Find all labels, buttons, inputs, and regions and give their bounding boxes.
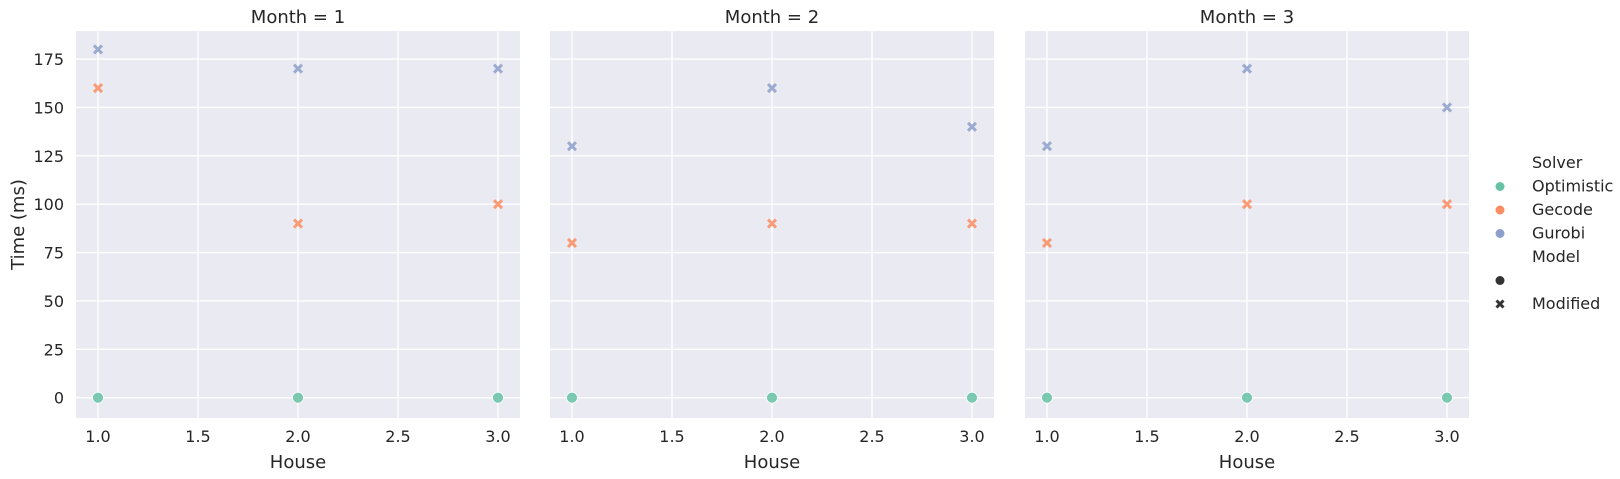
point-optimistic	[1041, 391, 1053, 404]
point-gurobi-stroke-b	[492, 63, 504, 74]
point-gecode-stroke-b	[92, 83, 104, 94]
legend-label-optimistic: Optimistic	[1532, 177, 1613, 196]
point-gurobi	[292, 63, 304, 74]
point-gecode	[1441, 199, 1453, 210]
y-tick-label: 0	[54, 389, 64, 408]
point-gecode-stroke-b	[966, 218, 978, 229]
legend-marker-gecode	[1495, 205, 1505, 215]
point-gecode-stroke-b	[1041, 237, 1053, 248]
point-gurobi	[1441, 102, 1453, 113]
x-tick-label: 1.0	[559, 427, 584, 446]
point-optimistic	[1241, 391, 1253, 404]
point-gecode-stroke-b	[292, 218, 304, 229]
x-tick-label: 2.5	[859, 427, 884, 446]
x-tick-label: 1.5	[1134, 427, 1159, 446]
facet-title: Month = 1	[251, 7, 345, 28]
point-gecode	[966, 218, 978, 229]
y-tick-label: 75	[44, 244, 64, 263]
y-tick-label: 175	[33, 50, 64, 69]
point-gecode-stroke-b	[1441, 199, 1453, 210]
point-gurobi	[766, 83, 778, 94]
x-axis-label: House	[1219, 452, 1275, 473]
legend: Solver Optimistic Gecode Gurobi Model Modifie…	[1495, 153, 1613, 313]
point-gecode-stroke-b	[566, 237, 578, 248]
point-optimistic	[766, 391, 778, 404]
x-tick-label: 1.0	[1034, 427, 1059, 446]
legend-marker-optimistic	[1495, 182, 1505, 191]
x-tick-label: 1.5	[185, 427, 210, 446]
y-tick-label: 150	[33, 98, 64, 117]
point-optimistic	[292, 391, 304, 404]
point-gecode	[92, 83, 104, 94]
x-tick-label: 3.0	[959, 427, 984, 446]
point-optimistic	[1441, 391, 1453, 404]
point-gecode-stroke-b	[1241, 199, 1253, 210]
point-gecode	[566, 237, 578, 248]
legend-title-solver: Solver	[1532, 153, 1583, 172]
legend-label-gurobi: Gurobi	[1532, 224, 1585, 243]
point-gurobi-stroke-b	[292, 63, 304, 74]
point-gurobi-stroke-b	[966, 121, 978, 132]
point-gurobi-stroke-b	[1041, 141, 1053, 152]
facet-title: Month = 2	[725, 7, 819, 28]
facet-month-2: 1.0 1.5 2.0 2.5 3.0 House Month = 2	[550, 7, 994, 473]
facet-title: Month = 3	[1200, 7, 1294, 28]
point-gecode-stroke-b	[766, 218, 778, 229]
legend-marker-circle	[1495, 276, 1505, 285]
point-gurobi-stroke-b	[566, 141, 578, 152]
point-gurobi	[566, 141, 578, 152]
point-gurobi	[1241, 63, 1253, 74]
facet-month-3: 1.0 1.5 2.0 2.5 3.0 House Month = 3	[1025, 7, 1469, 473]
x-axis-label: House	[270, 452, 326, 473]
point-gurobi-stroke-b	[1241, 63, 1253, 74]
x-tick-label: 2.0	[759, 427, 784, 446]
point-gecode	[1241, 199, 1253, 210]
y-tick-label: 100	[33, 195, 64, 214]
x-tick-label: 2.5	[1334, 427, 1359, 446]
x-tick-label: 2.5	[385, 427, 410, 446]
point-gurobi	[966, 121, 978, 132]
x-tick-label: 3.0	[1434, 427, 1459, 446]
point-gecode	[292, 218, 304, 229]
point-gurobi	[1041, 141, 1053, 152]
point-gecode	[492, 199, 504, 210]
legend-title-model: Model	[1532, 247, 1580, 266]
x-tick-label: 3.0	[485, 427, 510, 446]
point-gurobi-stroke-b	[92, 44, 104, 55]
point-gecode	[766, 218, 778, 229]
point-gurobi	[492, 63, 504, 74]
point-gecode-stroke-b	[492, 199, 504, 210]
legend-marker-x	[1495, 299, 1505, 309]
x-tick-label: 1.5	[659, 427, 684, 446]
point-optimistic	[566, 391, 578, 404]
point-optimistic	[92, 391, 104, 404]
point-gurobi	[92, 44, 104, 55]
x-tick-label: 2.0	[285, 427, 310, 446]
facet-month-1: 1.0 1.5 2.0 2.5 3.0 0 25 50 75 100 125 150 175 Time (…	[8, 7, 520, 473]
legend-marker-x-stroke-b	[1495, 299, 1505, 309]
y-axis-label: Time (ms)	[8, 179, 29, 271]
x-tick-label: 1.0	[85, 427, 110, 446]
x-tick-label: 2.0	[1234, 427, 1259, 446]
y-tick-label: 50	[44, 292, 64, 311]
legend-label-modified: Modified	[1532, 294, 1600, 313]
y-tick-label: 125	[33, 147, 64, 166]
x-axis-label: House	[744, 452, 800, 473]
point-gurobi-stroke-b	[766, 83, 778, 94]
y-tick-label: 25	[44, 340, 64, 359]
point-optimistic	[492, 391, 504, 404]
point-gurobi-stroke-b	[1441, 102, 1453, 113]
point-gecode	[1041, 237, 1053, 248]
legend-marker-gurobi	[1495, 229, 1505, 238]
legend-label-gecode: Gecode	[1532, 200, 1593, 219]
point-optimistic	[966, 391, 978, 404]
